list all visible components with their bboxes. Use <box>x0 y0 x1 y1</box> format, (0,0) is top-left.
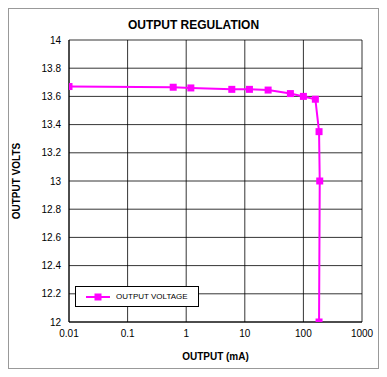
svg-text:12.8: 12.8 <box>42 204 62 215</box>
svg-text:1: 1 <box>183 328 189 339</box>
svg-text:12: 12 <box>50 317 62 328</box>
html-text:OUTPUT VOLTAGE: OUTPUT VOLTAGE <box>116 292 188 301</box>
svg-text:0.01: 0.01 <box>59 328 79 339</box>
svg-text:OUTPUT (mA): OUTPUT (mA) <box>182 351 249 362</box>
svg-text:14: 14 <box>50 35 62 46</box>
svg-text:OUTPUT VOLTS: OUTPUT VOLTS <box>11 142 22 219</box>
svg-text:10: 10 <box>239 328 251 339</box>
svg-text:1000: 1000 <box>351 328 374 339</box>
svg-text:0.1: 0.1 <box>121 328 135 339</box>
svg-text:12.4: 12.4 <box>42 260 62 271</box>
svg-text:13: 13 <box>50 176 62 187</box>
svg-text:13.4: 13.4 <box>42 119 62 130</box>
svg-text:12.6: 12.6 <box>42 232 62 243</box>
html-text:OUTPUT REGULATION: OUTPUT REGULATION <box>127 18 259 32</box>
svg-text:13.6: 13.6 <box>42 91 62 102</box>
svg-text:13.8: 13.8 <box>42 63 62 74</box>
svg-text:100: 100 <box>295 328 312 339</box>
svg-text:13.2: 13.2 <box>42 147 62 158</box>
svg-text:12.2: 12.2 <box>42 288 62 299</box>
